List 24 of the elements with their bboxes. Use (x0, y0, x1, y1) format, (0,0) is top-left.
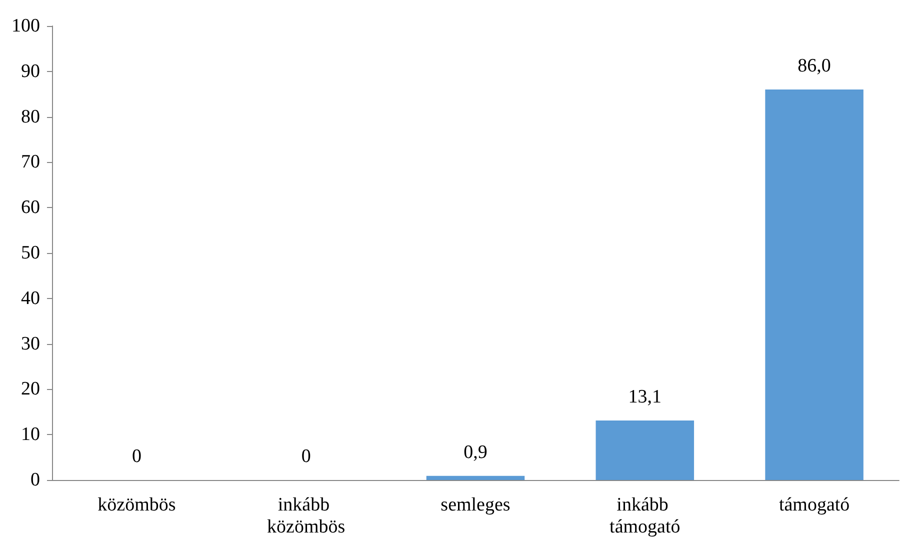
y-tick-label: 20 (21, 378, 40, 400)
y-tick-label: 10 (21, 424, 40, 446)
data-label: 0,9 (464, 442, 488, 463)
x-tick-label: inkább közömbös (267, 494, 346, 538)
y-tick-label: 100 (12, 16, 40, 36)
x-tick-label: semleges (440, 494, 510, 516)
bar (765, 90, 864, 480)
y-tick-label: 0 (30, 470, 40, 490)
y-tick-label: 30 (21, 333, 40, 354)
data-label: 13,1 (628, 386, 662, 408)
data-label: 0 (132, 446, 142, 467)
bar (426, 476, 525, 480)
x-tick-label: közömbös (98, 494, 176, 516)
y-tick-label: 50 (21, 242, 40, 264)
y-tick-label: 40 (21, 288, 40, 309)
x-tick-label: inkább támogató (610, 494, 680, 538)
y-tick-label: 90 (21, 60, 40, 82)
data-label: 0 (301, 446, 311, 467)
x-tick-label: támogató (778, 494, 850, 516)
bar (596, 420, 694, 480)
data-label: 86,0 (798, 56, 831, 77)
y-tick-label: 70 (21, 152, 40, 173)
y-tick-label: 60 (21, 197, 40, 218)
y-tick-label: 80 (21, 106, 40, 128)
